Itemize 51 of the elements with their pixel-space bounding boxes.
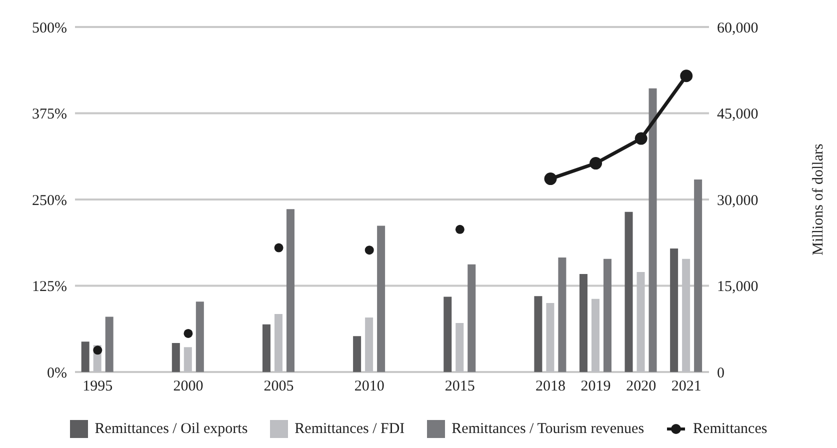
y-tick-label: 125% bbox=[32, 279, 67, 296]
x-tick-label: 2015 bbox=[444, 378, 475, 395]
bar bbox=[196, 302, 204, 372]
point bbox=[274, 243, 284, 252]
x-tick-label: 2005 bbox=[264, 378, 294, 395]
bar bbox=[262, 324, 270, 372]
y-tick-label: 375% bbox=[32, 106, 67, 123]
bar bbox=[624, 212, 633, 372]
y2-tick-label: 45,000 bbox=[717, 106, 758, 123]
x-tick-label: 1995 bbox=[82, 378, 113, 395]
bar bbox=[377, 226, 386, 372]
legend-label: Remittances / Oil exports bbox=[94, 420, 248, 438]
legend-label: Remittances / Tourism revenues bbox=[452, 420, 644, 438]
y-tick-label: 250% bbox=[32, 192, 67, 209]
bar bbox=[579, 274, 588, 372]
bar bbox=[81, 342, 90, 372]
point bbox=[634, 132, 648, 145]
x-tick-label: 2018 bbox=[536, 378, 566, 395]
y2-tick-label: 0 bbox=[717, 365, 724, 382]
x-tick-label: 2021 bbox=[671, 378, 702, 395]
point bbox=[364, 246, 374, 255]
point bbox=[455, 224, 464, 234]
bar bbox=[353, 336, 362, 372]
x-tick-label: 2000 bbox=[173, 378, 204, 395]
bar bbox=[105, 316, 114, 372]
y-tick-label: 500% bbox=[32, 20, 67, 36]
y2-tick-label: 60,000 bbox=[717, 20, 758, 36]
x-tick-label: 2020 bbox=[626, 378, 656, 395]
y-tick-label: 0% bbox=[47, 365, 67, 382]
legend-label: Remittances bbox=[693, 420, 768, 438]
bar bbox=[172, 343, 180, 372]
point bbox=[93, 346, 102, 355]
bar bbox=[648, 88, 657, 372]
point bbox=[680, 70, 693, 82]
y2-tick-label: 15,000 bbox=[717, 279, 758, 296]
x-tick-label: 2019 bbox=[580, 378, 611, 395]
bar bbox=[694, 179, 702, 372]
point bbox=[590, 157, 602, 170]
x-tick-label: 2010 bbox=[354, 378, 384, 395]
y2-tick-label: 30,000 bbox=[717, 192, 758, 209]
bar bbox=[286, 209, 294, 372]
legend-label: Remittances / FDI bbox=[294, 420, 405, 438]
bar bbox=[603, 258, 612, 372]
bar bbox=[670, 248, 678, 372]
bar bbox=[534, 296, 542, 372]
point bbox=[184, 328, 193, 338]
point bbox=[544, 172, 557, 186]
bar bbox=[468, 264, 476, 372]
bar bbox=[444, 296, 452, 372]
bar bbox=[558, 257, 566, 372]
y2-axis-title: Millions of dollars bbox=[810, 144, 826, 256]
